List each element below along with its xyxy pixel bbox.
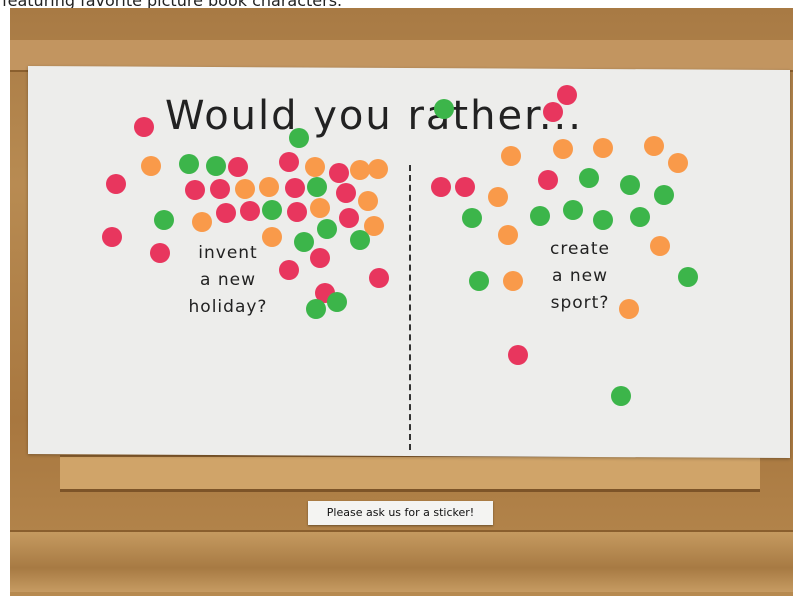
sticker-dot	[593, 210, 613, 230]
sticker-dot	[179, 154, 199, 174]
photo: featuring favorite picture book characte…	[0, 0, 793, 596]
sticker-dot	[210, 179, 230, 199]
sticker-dot	[235, 179, 255, 199]
sticker-dot	[307, 177, 327, 197]
sticker-dot	[102, 227, 122, 247]
sticker-dot	[455, 177, 475, 197]
sticker-dot	[678, 267, 698, 287]
sticker-dot	[262, 227, 282, 247]
sticker-dot	[508, 345, 528, 365]
sticker-dot	[305, 157, 325, 177]
sticker-dot	[498, 225, 518, 245]
sticker-dot	[310, 248, 330, 268]
sticker-dot	[563, 200, 583, 220]
sticker-dot	[216, 203, 236, 223]
sticker-dot	[650, 236, 670, 256]
sticker-dot	[206, 156, 226, 176]
sticker-dot	[462, 208, 482, 228]
sticker-dot	[310, 198, 330, 218]
sticker-dot	[294, 232, 314, 252]
sticker-dot	[530, 206, 550, 226]
sticker-dot	[434, 99, 454, 119]
sticker-dot	[431, 177, 451, 197]
sticker-dot	[644, 136, 664, 156]
sticker-dot	[336, 183, 356, 203]
sticker-dot	[329, 163, 349, 183]
sticker-dot	[593, 138, 613, 158]
sticker-dot	[503, 271, 523, 291]
sticker-dot	[339, 208, 359, 228]
sticker-dot	[553, 139, 573, 159]
sticker-dot	[192, 212, 212, 232]
sticker-dot	[488, 187, 508, 207]
sticker-dot	[579, 168, 599, 188]
sticker-dot	[306, 299, 326, 319]
sticker-dot	[538, 170, 558, 190]
sticker-dot	[228, 157, 248, 177]
sticker-dot	[279, 152, 299, 172]
sticker-dot	[369, 268, 389, 288]
sticker-dot	[262, 200, 282, 220]
sticker-dot	[611, 386, 631, 406]
sticker-dot	[350, 160, 370, 180]
sticker-dot	[287, 202, 307, 222]
sticker-dot	[185, 180, 205, 200]
sticker-dot	[285, 178, 305, 198]
sticker-dot	[134, 117, 154, 137]
sticker-dot	[469, 271, 489, 291]
sticker-dot	[619, 299, 639, 319]
sticker-dot	[620, 175, 640, 195]
sticker-dot	[630, 207, 650, 227]
sticker-dot	[154, 210, 174, 230]
sticker-dot	[141, 156, 161, 176]
sticker-dot	[317, 219, 337, 239]
sticker-dot	[350, 230, 370, 250]
sticker-dot	[668, 153, 688, 173]
sticker-dot	[106, 174, 126, 194]
sticker-dot	[368, 159, 388, 179]
sticker-dot	[240, 201, 260, 221]
sticker-dot	[279, 260, 299, 280]
sticker-dot	[358, 191, 378, 211]
sticker-dot	[289, 128, 309, 148]
sticker-dot	[654, 185, 674, 205]
sticker-dot	[327, 292, 347, 312]
sign: Please ask us for a sticker!	[308, 501, 493, 525]
sticker-dot	[259, 177, 279, 197]
sticker-dot	[557, 85, 577, 105]
sticker-dot	[150, 243, 170, 263]
sticker-dot	[501, 146, 521, 166]
sticker-dot	[543, 102, 563, 122]
